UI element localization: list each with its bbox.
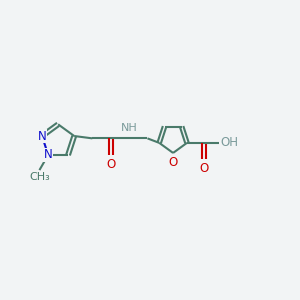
Text: O: O bbox=[169, 156, 178, 169]
Text: NH: NH bbox=[121, 122, 138, 133]
Text: N: N bbox=[44, 148, 52, 161]
Text: O: O bbox=[199, 162, 208, 175]
Text: O: O bbox=[106, 158, 116, 171]
Text: CH₃: CH₃ bbox=[29, 172, 50, 182]
Text: OH: OH bbox=[220, 136, 238, 149]
Text: N: N bbox=[38, 130, 46, 142]
